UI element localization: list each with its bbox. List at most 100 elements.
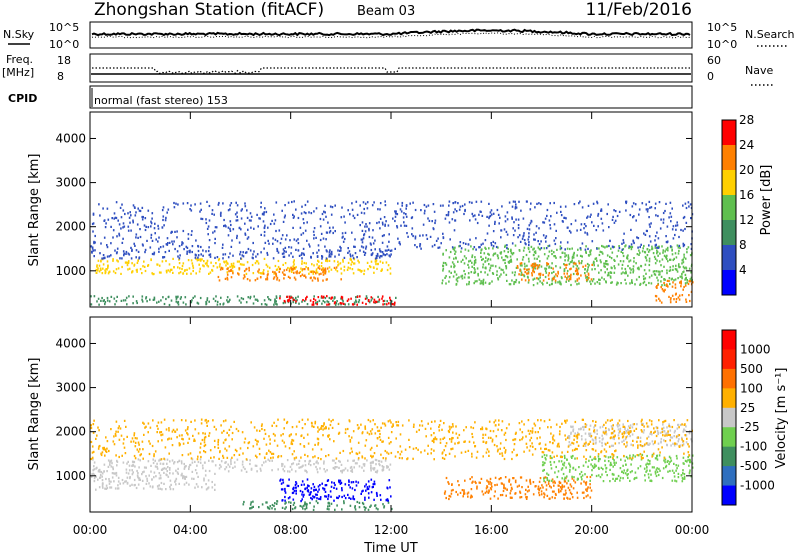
echo-cell <box>375 254 378 258</box>
echo-cell <box>549 497 551 500</box>
echo-cell <box>204 262 207 265</box>
echo-cell <box>343 256 346 259</box>
echo-cell <box>547 274 550 277</box>
echo-cell <box>540 490 543 493</box>
echo-cell <box>614 450 616 453</box>
echo-cell <box>543 454 546 457</box>
echo-cell <box>415 430 418 433</box>
echo-cell <box>441 428 443 431</box>
echo-cell <box>269 505 271 508</box>
echo-cell <box>96 264 98 267</box>
echo-cell <box>368 229 370 232</box>
echo-cell <box>181 437 183 440</box>
echo-cell <box>206 299 208 302</box>
echo-cell <box>206 424 208 427</box>
echo-cell <box>260 272 262 275</box>
echo-cell <box>643 450 645 453</box>
echo-cell <box>619 479 621 482</box>
echo-cell <box>481 490 484 493</box>
echo-cell <box>265 452 268 455</box>
echo-cell <box>159 462 162 465</box>
echo-cell <box>649 206 651 209</box>
echo-cell <box>209 253 212 256</box>
echo-cell <box>349 253 352 256</box>
echo-cell <box>455 490 457 494</box>
echo-cell <box>318 267 321 270</box>
echo-cell <box>650 479 653 483</box>
echo-cell <box>156 467 159 470</box>
echo-cell <box>514 281 517 284</box>
echo-cell <box>323 270 325 273</box>
echo-cell <box>625 431 627 434</box>
echo-cell <box>316 251 318 254</box>
echo-cell <box>665 240 668 244</box>
echo-cell <box>342 300 344 303</box>
echo-cell <box>344 231 347 234</box>
echo-cell <box>192 296 194 299</box>
echo-cell <box>445 496 447 500</box>
echo-cell <box>278 229 281 232</box>
echo-cell <box>497 257 500 260</box>
echo-cell <box>347 209 349 212</box>
echo-cell <box>663 283 666 287</box>
echo-cell <box>139 235 142 239</box>
echo-cell <box>487 436 490 439</box>
echo-cell <box>574 270 577 273</box>
echo-cell <box>629 424 632 427</box>
echo-cell <box>589 479 591 482</box>
echo-cell <box>631 426 634 429</box>
echo-cell <box>374 432 377 435</box>
echo-cell <box>283 277 285 280</box>
echo-cell <box>266 501 268 504</box>
echo-cell <box>622 471 625 475</box>
echo-cell <box>250 468 253 471</box>
echo-cell <box>207 420 210 423</box>
echo-cell <box>274 271 276 274</box>
echo-cell <box>258 271 260 274</box>
echo-cell <box>385 220 387 223</box>
echo-cell <box>377 459 380 463</box>
echo-cell <box>662 218 665 221</box>
echo-cell <box>441 452 444 455</box>
echo-cell <box>298 271 300 275</box>
echo-cell <box>263 247 265 250</box>
echo-cell <box>682 216 685 220</box>
echo-cell <box>320 265 323 268</box>
echo-cell <box>388 468 391 471</box>
echo-cell <box>518 281 520 284</box>
echo-cell <box>144 269 147 273</box>
echo-cell <box>281 439 284 442</box>
echo-cell <box>600 451 602 454</box>
echo-cell <box>99 473 102 476</box>
echo-cell <box>191 250 193 254</box>
echo-cell <box>350 447 353 450</box>
echo-cell <box>489 480 491 483</box>
echo-cell <box>680 474 683 477</box>
echo-cell <box>621 242 623 245</box>
echo-cell <box>574 481 577 484</box>
echo-cell <box>527 246 530 249</box>
echo-cell <box>453 229 456 232</box>
echo-cell <box>629 454 631 457</box>
echo-cell <box>105 449 107 453</box>
echo-cell <box>135 300 138 303</box>
echo-cell <box>564 205 567 208</box>
echo-cell <box>296 299 298 302</box>
echo-cell <box>669 436 672 439</box>
echo-cell <box>381 234 384 238</box>
echo-cell <box>661 431 664 434</box>
power-colorbar-label: Power [dB] <box>759 165 774 236</box>
echo-cell <box>106 486 109 490</box>
echo-cell <box>353 301 356 304</box>
echo-cell <box>576 229 578 232</box>
echo-cell <box>448 256 451 259</box>
echo-cell <box>414 235 417 238</box>
echo-cell <box>604 271 606 274</box>
echo-cell <box>454 219 456 222</box>
echo-cell <box>298 420 301 423</box>
echo-cell <box>551 252 553 256</box>
echo-cell <box>572 454 574 458</box>
echo-cell <box>668 269 671 272</box>
echo-cell <box>290 501 292 504</box>
echo-cell <box>349 504 352 507</box>
